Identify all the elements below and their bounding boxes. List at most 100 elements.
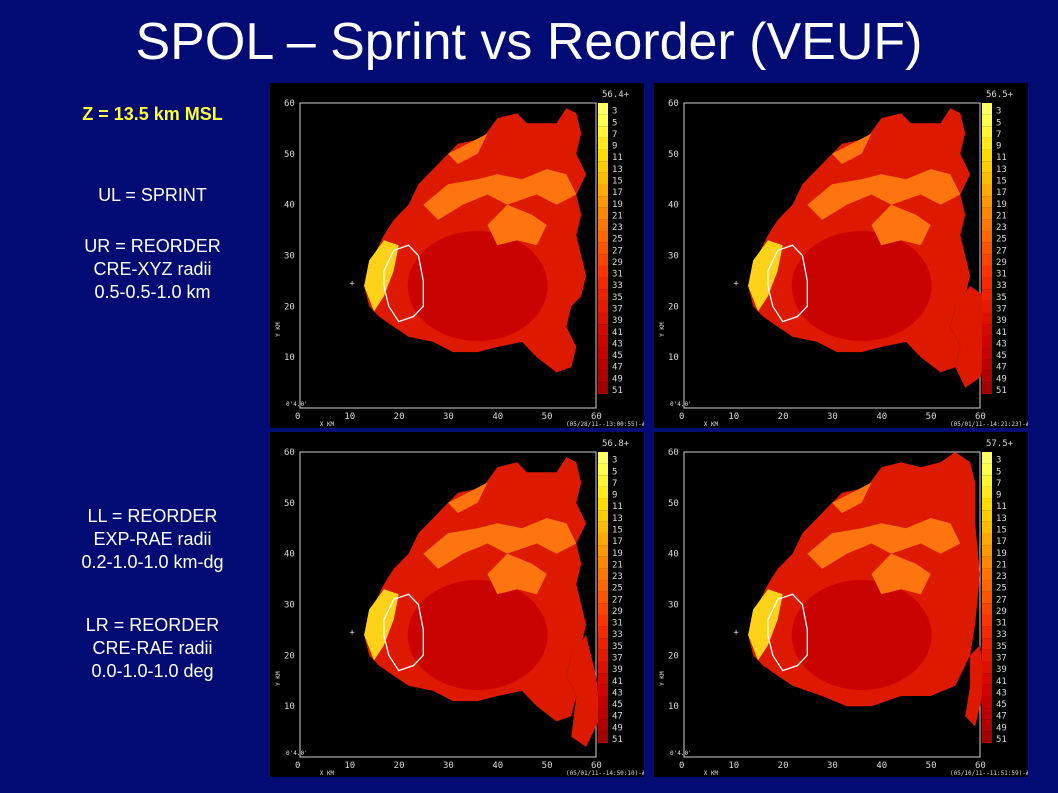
altitude-label: Z = 13.5 km MSL: [82, 104, 223, 124]
colorbar-swatch: [982, 312, 992, 325]
colorbar-label: 9: [996, 491, 1001, 501]
colorbar-label: 23: [996, 572, 1007, 582]
y-tick-label: 40: [668, 201, 679, 211]
origin-label: 0'4.0': [286, 401, 308, 408]
colorbar-label: 19: [996, 200, 1007, 210]
panel-timestamp: (05/28/11--13:00:55)-#1: [566, 421, 644, 428]
colorbar-label: 29: [996, 607, 1007, 617]
colorbar-label: 23: [612, 223, 623, 233]
colorbar-label: 45: [996, 351, 1007, 361]
radar-marker: +: [733, 628, 739, 638]
echo-band: [423, 169, 577, 220]
x-tick-label: 0: [679, 412, 684, 422]
y-tick-label: 10: [284, 353, 295, 363]
echo-band: [448, 133, 488, 164]
echo-core: [791, 231, 932, 341]
colorbar-swatch: [598, 137, 608, 150]
radar-marker: +: [349, 279, 355, 289]
colorbar-swatch: [598, 545, 608, 557]
colorbar-swatch: [598, 300, 608, 313]
y-tick-label: 30: [284, 252, 295, 262]
colorbar-swatch: [598, 196, 608, 208]
colorbar-swatch: [982, 324, 992, 336]
echo-band: [423, 518, 577, 569]
y-tick-label: 20: [284, 651, 295, 661]
colorbar-label: 23: [612, 572, 623, 582]
desc-ll-line: LL = REORDER: [87, 506, 218, 526]
colorbar-swatch: [598, 452, 608, 464]
colorbar-label: 33: [996, 630, 1007, 640]
y-tick-label: 10: [284, 702, 295, 712]
x-tick-label: 60: [591, 412, 602, 422]
colorbar-label: 31: [612, 619, 623, 629]
x-tick-label: 20: [778, 761, 789, 771]
colorbar-swatch: [982, 103, 992, 115]
colorbar-swatch: [598, 638, 608, 650]
radar-plot-ur: +0 10 20 30 40 50 60 10 20 30 40 50 60 0'4.0' X KM Y KM…: [659, 90, 1028, 428]
colorbar-swatch: [982, 591, 992, 604]
colorbar-label: 13: [996, 514, 1007, 524]
colorbar-label: 11: [612, 502, 623, 512]
colorbar-label: 17: [612, 188, 623, 198]
echo-band: [487, 553, 547, 595]
x-tick-label: 50: [926, 412, 937, 422]
colorbar-label: 17: [612, 537, 623, 547]
y-tick-label: 40: [284, 550, 295, 560]
colorbar-label: 51: [996, 386, 1007, 396]
colorbar-label: 47: [612, 712, 623, 722]
x-tick-label: 30: [827, 761, 838, 771]
colorbar-label: 31: [996, 270, 1007, 280]
y-tick-label: 10: [668, 702, 679, 712]
desc-lr-line: 0.0-1.0-1.0 deg: [91, 661, 214, 681]
colorbar-label: 9: [996, 142, 1001, 152]
colorbar-swatch: [982, 708, 992, 720]
colorbar-swatch: [598, 719, 608, 732]
radar-panel-ul: +0 10 20 30 40 50 60 10 20 30 40 50 60 0'4.0' X KM Y KM…: [270, 83, 644, 428]
colorbar-label: 41: [996, 677, 1007, 687]
colorbar-swatch: [598, 289, 608, 301]
x-tick-label: 20: [778, 412, 789, 422]
y-tick-label: 10: [668, 353, 679, 363]
colorbar-swatch: [982, 533, 992, 546]
echo-core: [791, 580, 932, 690]
origin-label: 0'4.0': [670, 401, 692, 408]
colorbar-label: 11: [612, 153, 623, 163]
colorbar-swatch: [982, 475, 992, 487]
x-tick-label: 10: [344, 412, 355, 422]
radar-marker: +: [733, 279, 739, 289]
colorbar-swatch: [982, 265, 992, 278]
colorbar-label: 27: [612, 595, 623, 605]
colorbar-label: 47: [996, 712, 1007, 722]
x-tick-label: 0: [295, 412, 300, 422]
colorbar-swatch: [982, 556, 992, 569]
colorbar-label: 13: [612, 514, 623, 524]
colorbar-swatch: [598, 172, 608, 185]
echo-band: [871, 204, 931, 246]
radar-panel-ll: +0 10 20 30 40 50 60 10 20 30 40 50 60 0'4.0' X KM Y KM…: [270, 432, 644, 777]
desc-ur-line: 0.5-0.5-1.0 km: [94, 282, 211, 302]
colorbar-swatch: [982, 673, 992, 685]
colorbar-swatch: [982, 289, 992, 301]
colorbar-swatch: [982, 335, 992, 348]
origin-label: 0'4.0': [670, 750, 692, 757]
colorbar-label: 21: [996, 211, 1007, 221]
colorbar-swatch: [982, 510, 992, 522]
colorbar-label: 31: [996, 619, 1007, 629]
echo-band: [807, 518, 961, 569]
colorbar-label: 25: [996, 584, 1007, 594]
colorbar-swatch: [982, 696, 992, 709]
colorbar-swatch: [598, 324, 608, 336]
colorbar-label: 35: [612, 642, 623, 652]
colorbar-label: 7: [996, 130, 1001, 140]
colorbar-label: 29: [612, 607, 623, 617]
y-axis-label: Y KM: [275, 322, 282, 337]
colorbar-label: 3: [612, 107, 617, 117]
echo-band: [832, 133, 872, 164]
y-tick-label: 60: [284, 99, 295, 109]
colorbar-label: 51: [612, 386, 623, 396]
x-tick-label: 20: [394, 412, 405, 422]
x-tick-label: 10: [728, 412, 739, 422]
colorbar-swatch: [982, 452, 992, 464]
echo-band: [487, 204, 547, 246]
colorbar-swatch: [598, 463, 608, 476]
